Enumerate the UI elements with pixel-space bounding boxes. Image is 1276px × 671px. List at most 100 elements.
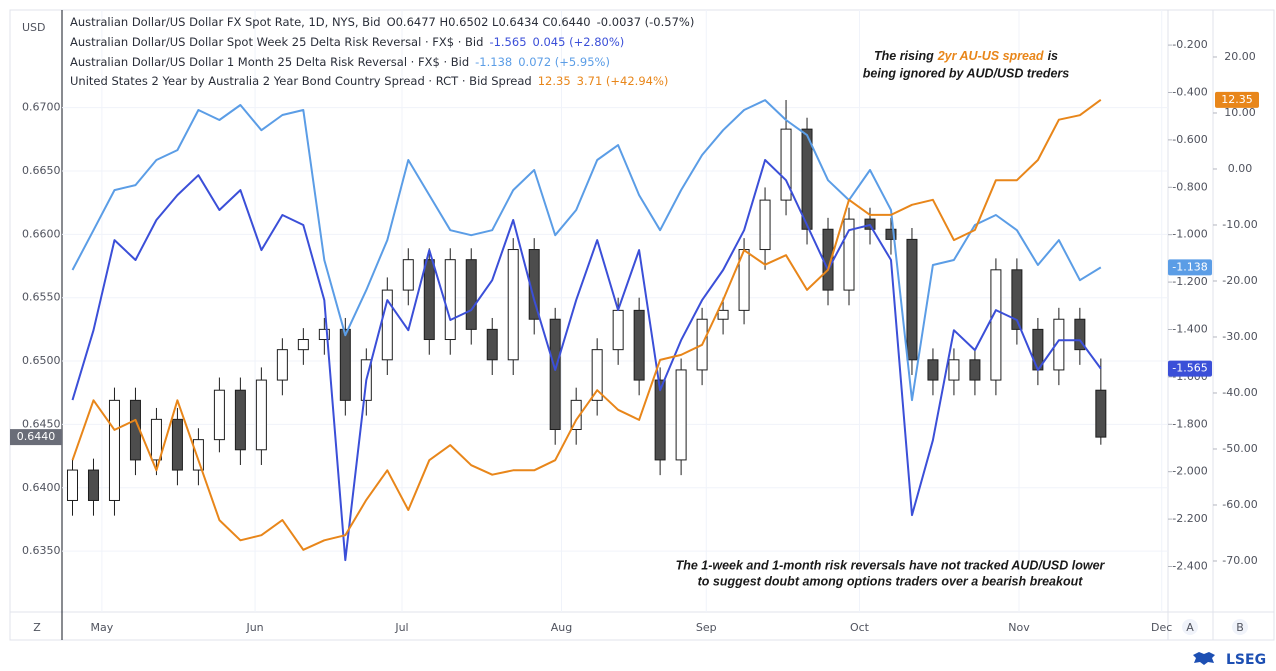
- candle-body: [570, 399, 582, 430]
- candle-body: [675, 369, 687, 461]
- x-tick-label: Dec: [1151, 621, 1172, 634]
- candle-body: [276, 349, 288, 381]
- legend-value: -1.565: [489, 35, 526, 49]
- last-value-tag: [1168, 259, 1212, 276]
- y2-tick-label: -0.200: [1172, 38, 1207, 51]
- y2-tick-label: -1.800: [1172, 417, 1207, 430]
- grid: [62, 10, 1168, 612]
- last-value-label: 12.35: [1221, 93, 1253, 106]
- y2-tick-label: -2.200: [1172, 512, 1207, 525]
- logo: LSEG: [1226, 652, 1266, 668]
- y3-tick-label: -70.00: [1222, 554, 1257, 567]
- y-tick-label: 0.6500: [22, 354, 61, 367]
- candle-body: [612, 309, 624, 351]
- logo-icon: [1193, 652, 1215, 665]
- candle-body: [192, 439, 204, 471]
- series-line: [71, 98, 1102, 551]
- y-tick-label: 0.6350: [22, 544, 61, 557]
- y2-tick-label: -0.400: [1172, 85, 1207, 98]
- y2-tick-label: -2.000: [1172, 465, 1207, 478]
- candle-body: [213, 389, 225, 441]
- y2-tick-label: -0.800: [1172, 180, 1207, 193]
- candle-body: [885, 228, 897, 240]
- candle-body: [927, 359, 939, 381]
- last-value-label: -1.565: [1172, 362, 1207, 375]
- a-button-bg[interactable]: [1182, 619, 1198, 635]
- last-price-tag: [10, 429, 62, 446]
- candle-body: [654, 379, 666, 461]
- y-tick-label: 0.6700: [22, 101, 61, 114]
- candle-body: [486, 328, 498, 361]
- legend-name: United States 2 Year by Australia 2 Year…: [70, 74, 532, 88]
- x-tick-label: Oct: [850, 621, 870, 634]
- legend-entry: Australian Dollar/US Dollar 1 Month 25 D…: [70, 55, 610, 69]
- x-tick-label: Jul: [394, 621, 408, 634]
- b-button[interactable]: B: [1236, 621, 1244, 634]
- legend-entry: United States 2 Year by Australia 2 Year…: [70, 74, 668, 88]
- candle-body: [1011, 269, 1023, 330]
- legend-entry: Australian Dollar/US Dollar FX Spot Rate…: [70, 15, 694, 29]
- y3-tick-label: 20.00: [1224, 50, 1256, 63]
- y-tick-label: 0.6650: [22, 164, 61, 177]
- plot-area: [66, 98, 1107, 562]
- x-tick-label: Jun: [245, 621, 263, 634]
- y3-tick-label: 10.00: [1224, 106, 1256, 119]
- candle-body: [444, 259, 456, 341]
- annotation-text: to suggest doubt among options traders o…: [698, 574, 1084, 588]
- candle-body: [465, 259, 477, 330]
- y3-tick-label: -40.00: [1222, 386, 1257, 399]
- legend-change: -0.0037 (-0.57%): [597, 15, 695, 29]
- legend-name: Australian Dollar/US Dollar FX Spot Rate…: [70, 15, 381, 29]
- y2-tick-label: -0.600: [1172, 133, 1207, 146]
- candle-body: [423, 259, 435, 341]
- candle-body: [969, 359, 981, 381]
- x-tick-label: Aug: [551, 621, 572, 634]
- candle-body: [801, 128, 813, 230]
- annotation-highlight: 2yr AU-US spread: [937, 49, 1044, 63]
- last-value-tag: [1215, 91, 1259, 108]
- candle-body: [990, 269, 1002, 381]
- legend-name: Australian Dollar/US Dollar 1 Month 25 D…: [70, 55, 469, 69]
- candle-body: [507, 249, 519, 361]
- candle-body: [108, 399, 120, 501]
- candle-body: [402, 259, 414, 291]
- series-line: [71, 159, 1102, 562]
- candle-body: [1053, 318, 1065, 371]
- candle-body: [948, 359, 960, 381]
- y3-tick-label: -50.00: [1222, 442, 1257, 455]
- candle-body: [633, 309, 645, 381]
- x-tick-label: May: [90, 621, 113, 634]
- z-button[interactable]: Z: [33, 621, 41, 634]
- candle-body: [87, 469, 99, 501]
- candle-body: [717, 309, 729, 320]
- legend-change: 0.045 (+2.80%): [533, 35, 625, 49]
- candle-body: [843, 218, 855, 291]
- a-button[interactable]: A: [1186, 621, 1194, 634]
- last-value-tag: [1168, 360, 1212, 377]
- y2-tick-label: -1.400: [1172, 322, 1207, 335]
- candle-body: [381, 289, 393, 361]
- candle-body: [66, 469, 78, 501]
- y2-tick-label: -1.000: [1172, 228, 1207, 241]
- y3-tick-label: -20.00: [1222, 274, 1257, 287]
- y3-tick-label: -60.00: [1222, 498, 1257, 511]
- annotation-text: is: [1048, 49, 1058, 63]
- annotation-text: The 1-week and 1-month risk reversals ha…: [676, 558, 1106, 572]
- annotation-text: being ignored by AUD/USD treders: [863, 66, 1070, 80]
- y3-tick-label: -10.00: [1222, 218, 1257, 231]
- y-tick-label: 0.6600: [22, 227, 61, 240]
- candle-body: [780, 128, 792, 201]
- candle-body: [1095, 389, 1107, 438]
- annotation-text: The rising: [874, 49, 934, 63]
- candle-body: [234, 389, 246, 451]
- b-button-bg[interactable]: [1232, 619, 1248, 635]
- y-tick-label: 0.6450: [22, 417, 61, 430]
- candle-body: [906, 238, 918, 361]
- candle-body: [339, 328, 351, 401]
- candle-body: [150, 418, 162, 461]
- y3-tick-label: -30.00: [1222, 330, 1257, 343]
- y2-tick-label: -1.200: [1172, 275, 1207, 288]
- legend-value: 12.35: [538, 74, 571, 88]
- axis-unit: USD: [22, 21, 46, 34]
